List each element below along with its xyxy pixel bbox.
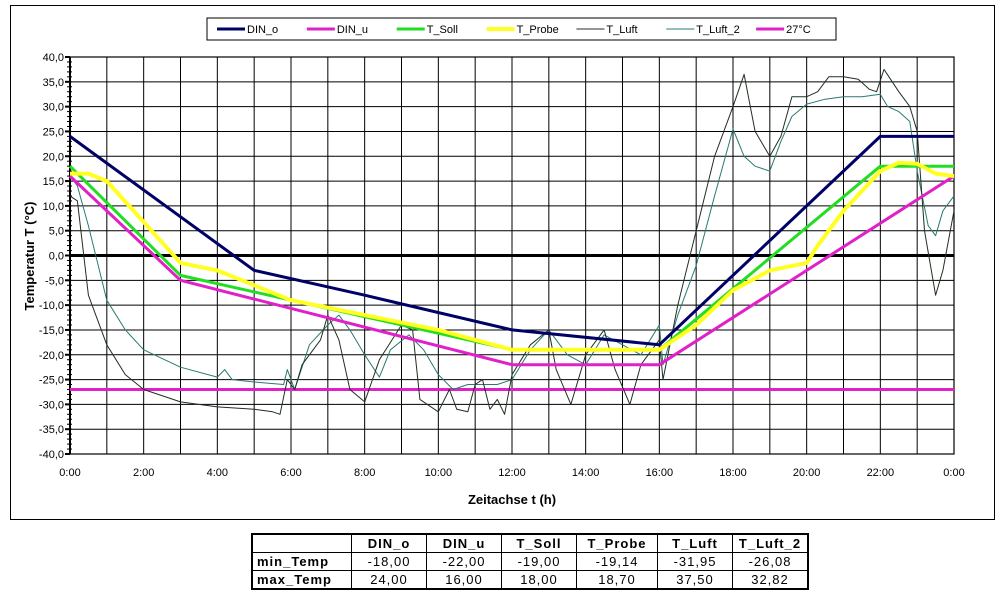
y-tick-label: -30,0 [39,399,64,411]
table-row-label: min_Temp [251,552,352,571]
chart-grid [67,56,955,455]
x-tick-label: 16:00 [646,467,674,479]
table-cell: 16,00 [426,570,502,590]
series-line-din-o [69,134,954,347]
legend-label: 27°C [786,24,811,36]
x-tick-label: 18:00 [719,467,747,479]
y-tick-label: -35,0 [39,424,64,436]
series-line-t-luft [69,68,955,415]
table-column-header: T_Probe [576,533,658,553]
table-row: min_Temp -18,00 -22,00 -19,00 -19,14 -31,95 -2… [251,552,809,571]
table-column-header: T_Luft_2 [732,533,809,553]
x-tick-label: 6:00 [280,467,301,479]
series-lines [68,68,955,415]
table-cell: -31,95 [657,552,733,571]
legend-label: T_Soll [427,24,458,36]
y-tick-label: -40,0 [39,449,64,461]
table-cell: -18,00 [351,552,427,571]
x-tick-label: 20:00 [793,467,821,479]
table-cell: -19,00 [501,552,577,571]
y-tick-label: -20,0 [39,350,64,362]
series-line-din-u [68,174,955,367]
y-tick-label: 25,0 [43,126,64,138]
table-cell: -26,08 [732,552,809,571]
table-cell: 24,00 [351,570,427,590]
table-cell: -19,14 [576,552,658,571]
y-tick-label: 35,0 [43,77,64,89]
table-cell: 32,82 [732,570,809,590]
x-tick-label: 12:00 [498,467,526,479]
min-max-table: DIN_o DIN_u T_Soll T_Probe T_Luft T_Luft_2 mi… [251,533,809,590]
legend-label: T_Luft_2 [696,24,739,36]
y-tick-label: 0,0 [49,251,64,263]
table-column-header: T_Soll [501,533,577,553]
y-axis-title: Temperatur T (°C) [22,202,37,311]
x-tick-label: 10:00 [425,467,453,479]
y-axis-ticks: 40,0 35,0 30,0 25,0 20,0 15,0 10,0 5,0 0,0 -5,0 -1… [39,52,70,461]
table-row: max_Temp 24,00 16,00 18,00 18,70 37,50 32,82 [251,570,809,590]
table-cell: -22,00 [426,552,502,571]
y-tick-label: -15,0 [39,325,64,337]
legend-label: DIN_o [247,24,278,36]
x-axis-ticks: 0:00 2:00 4:00 6:00 8:00 10:00 12:00 14:00 16:00… [59,467,964,479]
y-tick-label: 10,0 [43,201,64,213]
table-corner-cell [251,533,352,553]
legend-label: T_Probe [517,24,559,36]
table-column-header: T_Luft [657,533,733,553]
legend-label: DIN_u [337,24,368,36]
x-tick-label: 22:00 [867,467,895,479]
y-tick-label: 40,0 [43,52,64,64]
series-line-t-probe [70,160,955,352]
x-tick-label: 0:00 [59,467,80,479]
table-cell: 37,50 [657,570,733,590]
table-column-header: DIN_o [351,533,427,553]
y-tick-label: 30,0 [43,102,64,114]
y-tick-label: 15,0 [43,176,64,188]
legend-label: T_Luft [606,24,637,36]
y-tick-label: 20,0 [43,151,64,163]
chart-legend: DIN_o DIN_u T_Soll T_Probe T_Luft T_Luft_2 27°… [206,17,837,41]
table-header-row: DIN_o DIN_u T_Soll T_Probe T_Luft T_Luft_2 [251,533,809,553]
table-cell: 18,70 [576,570,658,590]
y-tick-label: 5,0 [49,226,64,238]
table-cell: 18,00 [501,570,577,590]
x-tick-label: 0:00 [943,467,964,479]
y-tick-label: -5,0 [45,275,64,287]
x-axis-title: Zeitachse t (h) [468,492,556,507]
x-tick-label: 8:00 [354,467,375,479]
x-tick-label: 2:00 [133,467,154,479]
series-line-t-luft-2 [69,93,955,390]
y-tick-label: -25,0 [39,375,64,387]
table-column-header: DIN_u [426,533,502,553]
table-row-label: max_Temp [251,570,352,590]
x-tick-label: 14:00 [572,467,600,479]
y-tick-label: -10,0 [39,300,64,312]
x-tick-label: 4:00 [207,467,228,479]
